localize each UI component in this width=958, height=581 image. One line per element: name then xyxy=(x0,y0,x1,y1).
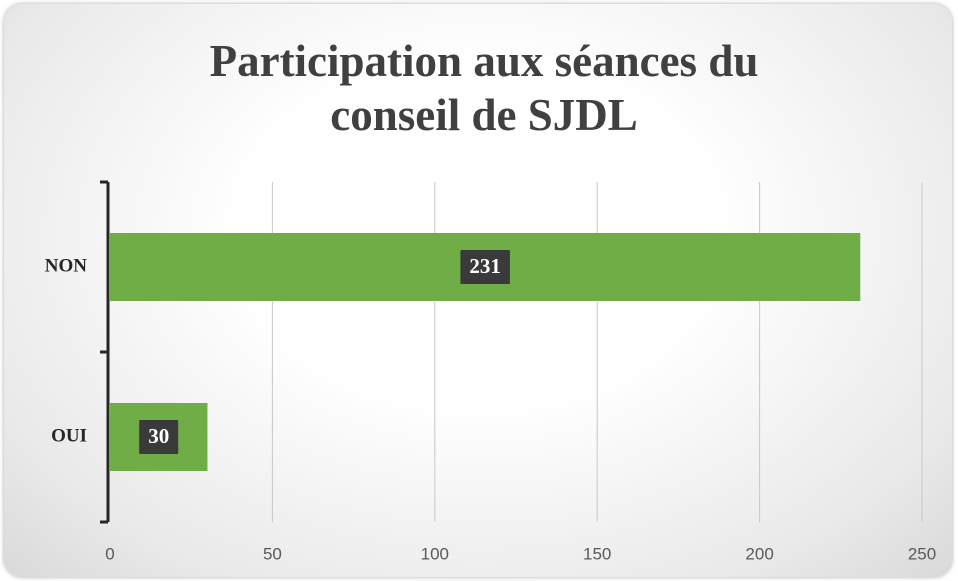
data-label: 30 xyxy=(148,424,169,448)
data-label-group: 30 xyxy=(139,420,179,454)
x-tick-label: 0 xyxy=(105,544,114,563)
x-tick-label: 200 xyxy=(745,544,773,563)
data-label-box xyxy=(460,250,510,284)
data-label-group: 231 xyxy=(460,250,510,284)
x-tick-label: 250 xyxy=(908,544,936,563)
chart-title: Participation aux séances du conseil de … xyxy=(209,36,759,140)
y-tick-label: NON xyxy=(45,255,88,276)
x-tick-label: 50 xyxy=(263,544,282,563)
x-tick-label: 100 xyxy=(421,544,449,563)
data-label-box xyxy=(139,420,179,454)
x-tick-label: 150 xyxy=(583,544,611,563)
data-label: 231 xyxy=(469,254,501,278)
y-tick-label: OUI xyxy=(51,425,87,446)
